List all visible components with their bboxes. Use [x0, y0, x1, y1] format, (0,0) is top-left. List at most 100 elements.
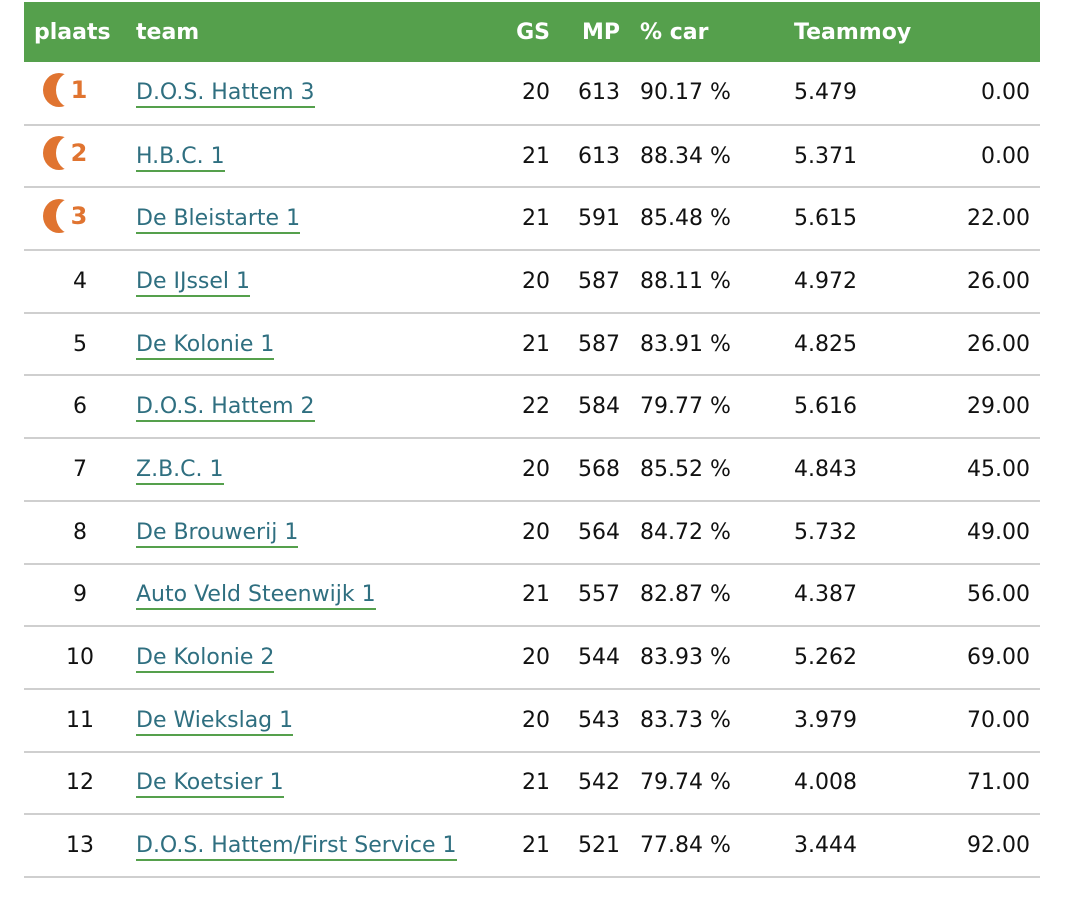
team-link[interactable]: De Bleistarte 1	[136, 206, 301, 235]
cell-gs: 20	[522, 645, 550, 671]
place-number: 12	[66, 770, 94, 796]
table-row: 4 De IJssel 1 20 587 88.11 % 4.972 26.00	[24, 250, 1040, 313]
place-number: 7	[73, 456, 87, 482]
cell-plaats: 1	[24, 62, 136, 125]
cell-mp: 564	[578, 519, 620, 545]
place-number: 13	[66, 833, 94, 859]
cell-team: D.O.S. Hattem/First Service 1	[136, 814, 506, 877]
cell-mp: 587	[578, 268, 620, 294]
place-number: 8	[73, 519, 87, 545]
cell-mp: 542	[578, 770, 620, 796]
cell-car: 83.93 %	[640, 645, 731, 671]
place-number: 5	[73, 331, 87, 357]
cell-teammoy: 3.979	[794, 707, 857, 733]
cell-car: 88.34 %	[640, 143, 731, 169]
header-team: team	[136, 19, 200, 45]
medal: 1	[42, 71, 88, 108]
header-car: % car	[640, 19, 709, 45]
cell-car: 83.91 %	[640, 331, 731, 357]
team-link[interactable]: De Wiekslag 1	[136, 707, 294, 736]
cell-plaats: 12	[24, 752, 136, 815]
cell-teammoy: 5.616	[794, 394, 857, 420]
team-link[interactable]: D.O.S. Hattem 3	[136, 80, 315, 109]
team-link[interactable]: D.O.S. Hattem/First Service 1	[136, 833, 457, 862]
table-row: 5 De Kolonie 1 21 587 83.91 % 4.825 26.0…	[24, 313, 1040, 376]
cell-plaats: 5	[24, 313, 136, 376]
team-link[interactable]: De IJssel 1	[136, 268, 251, 297]
table-row: 11 De Wiekslag 1 20 543 83.73 % 3.979 70…	[24, 689, 1040, 752]
cell-gs: 20	[522, 456, 550, 482]
cell-gs: 21	[522, 143, 550, 169]
table-row: 12 De Koetsier 1 21 542 79.74 % 4.008 71…	[24, 752, 1040, 815]
cell-mp: 568	[578, 456, 620, 482]
cell-team: De Kolonie 2	[136, 626, 506, 689]
team-link[interactable]: De Kolonie 2	[136, 645, 275, 674]
team-link[interactable]: H.B.C. 1	[136, 143, 225, 172]
cell-points: 0.00	[981, 143, 1030, 169]
cell-mp: 613	[578, 80, 620, 106]
cell-plaats: 6	[24, 375, 136, 438]
cell-plaats: 3	[24, 187, 136, 250]
table-row: 2 H.B.C. 1 21 613 88.34 % 5.371 0.00	[24, 125, 1040, 188]
cell-gs: 20	[522, 80, 550, 106]
team-link[interactable]: De Kolonie 1	[136, 331, 275, 360]
cell-team: Auto Veld Steenwijk 1	[136, 564, 506, 627]
team-link[interactable]: De Brouwerij 1	[136, 519, 299, 548]
cell-points: 45.00	[967, 456, 1030, 482]
cell-teammoy: 4.825	[794, 331, 857, 357]
cell-car: 85.52 %	[640, 456, 731, 482]
cell-team: De Bleistarte 1	[136, 187, 506, 250]
cell-mp: 587	[578, 331, 620, 357]
cell-plaats: 10	[24, 626, 136, 689]
cell-car: 79.77 %	[640, 394, 731, 420]
header-mp: MP	[581, 19, 620, 45]
cell-points: 71.00	[967, 770, 1030, 796]
crescent-medal-icon	[42, 71, 88, 108]
cell-teammoy: 5.262	[794, 645, 857, 671]
cell-mp: 591	[578, 206, 620, 232]
cell-gs: 21	[522, 206, 550, 232]
cell-points: 26.00	[967, 268, 1030, 294]
cell-teammoy: 5.479	[794, 80, 857, 106]
team-link[interactable]: D.O.S. Hattem 2	[136, 394, 315, 423]
cell-gs: 21	[522, 582, 550, 608]
cell-team: De Kolonie 1	[136, 313, 506, 376]
cell-car: 88.11 %	[640, 268, 731, 294]
cell-plaats: 11	[24, 689, 136, 752]
cell-team: D.O.S. Hattem 2	[136, 375, 506, 438]
cell-car: 82.87 %	[640, 582, 731, 608]
cell-mp: 543	[578, 707, 620, 733]
cell-mp: 584	[578, 394, 620, 420]
place-number: 11	[66, 707, 94, 733]
team-link[interactable]: Auto Veld Steenwijk 1	[136, 582, 376, 611]
cell-teammoy: 4.843	[794, 456, 857, 482]
place-number: 4	[73, 268, 87, 294]
cell-gs: 20	[522, 268, 550, 294]
cell-points: 26.00	[967, 331, 1030, 357]
cell-plaats: 13	[24, 814, 136, 877]
place-number: 9	[73, 582, 87, 608]
medal: 2	[42, 135, 88, 172]
cell-mp: 544	[578, 645, 620, 671]
cell-team: H.B.C. 1	[136, 125, 506, 188]
cell-gs: 21	[522, 331, 550, 357]
table-row: 1 D.O.S. Hattem 3 20 613 90.17 % 5.479 0…	[24, 62, 1040, 125]
team-link[interactable]: De Koetsier 1	[136, 770, 284, 799]
team-link[interactable]: Z.B.C. 1	[136, 456, 224, 485]
table-row: 9 Auto Veld Steenwijk 1 21 557 82.87 % 4…	[24, 564, 1040, 627]
cell-teammoy: 3.444	[794, 833, 857, 859]
cell-mp: 613	[578, 143, 620, 169]
crescent-medal-icon	[42, 197, 88, 234]
cell-teammoy: 5.615	[794, 206, 857, 232]
table-row: 10 De Kolonie 2 20 544 83.93 % 5.262 69.…	[24, 626, 1040, 689]
cell-points: 56.00	[967, 582, 1030, 608]
cell-teammoy: 4.008	[794, 770, 857, 796]
crescent-medal-icon	[42, 135, 88, 172]
cell-gs: 22	[522, 394, 550, 420]
cell-points: 70.00	[967, 707, 1030, 733]
place-number: 6	[73, 394, 87, 420]
cell-car: 85.48 %	[640, 206, 731, 232]
cell-points: 49.00	[967, 519, 1030, 545]
table-row: 13 D.O.S. Hattem/First Service 1 21 521 …	[24, 814, 1040, 877]
cell-team: De Koetsier 1	[136, 752, 506, 815]
